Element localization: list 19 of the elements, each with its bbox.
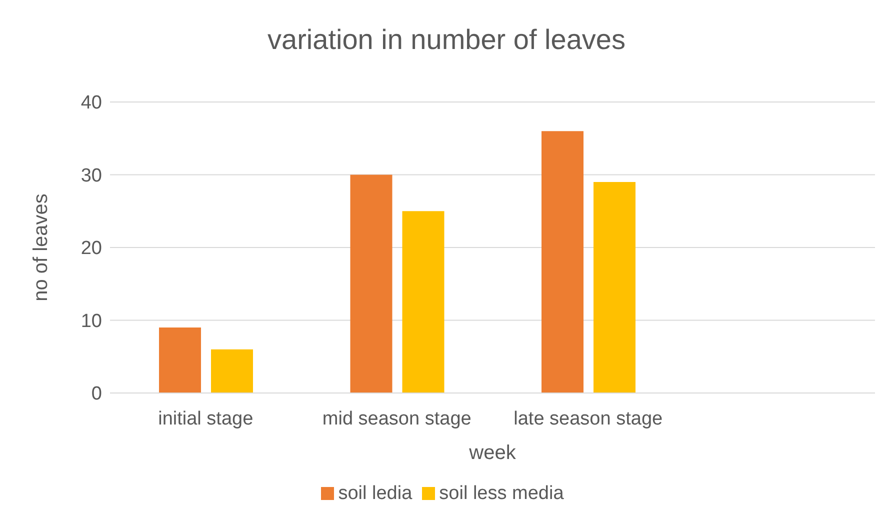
legend-label: soil less media <box>439 483 564 504</box>
y-tick-label: 30 <box>80 165 102 186</box>
y-tick-label: 40 <box>80 92 102 114</box>
x-tick-label: late season stage <box>514 408 663 430</box>
bar <box>594 182 636 393</box>
y-tick-label: 0 <box>91 384 102 405</box>
bar <box>159 328 201 393</box>
x-tick-label: mid season stage <box>322 408 472 430</box>
y-tick-label: 10 <box>80 310 102 332</box>
x-axis-title: week <box>468 442 517 464</box>
y-tick-label: 20 <box>80 238 102 260</box>
x-tick-label: initial stage <box>158 408 254 430</box>
y-axis-title: no of leaves <box>30 194 52 302</box>
legend-label: soil ledia <box>338 483 412 504</box>
chart-title: variation in number of leaves <box>266 24 626 56</box>
bar <box>350 174 392 393</box>
bar <box>542 131 584 393</box>
bar <box>211 349 253 393</box>
bar <box>402 211 444 393</box>
